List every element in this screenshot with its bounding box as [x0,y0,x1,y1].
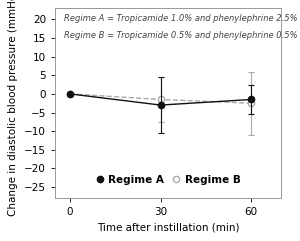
Text: Regime A = Tropicamide 1.0% and phenylephrine 2.5%: Regime A = Tropicamide 1.0% and phenylep… [64,14,298,23]
Y-axis label: Change in diastolic blood pressure (mmHg): Change in diastolic blood pressure (mmHg… [8,0,18,216]
Text: Regime B = Tropicamide 0.5% and phenylephrine 0.5%: Regime B = Tropicamide 0.5% and phenylep… [64,31,298,40]
Legend: Regime A, Regime B: Regime A, Regime B [92,171,245,189]
X-axis label: Time after instillation (min): Time after instillation (min) [97,223,239,233]
